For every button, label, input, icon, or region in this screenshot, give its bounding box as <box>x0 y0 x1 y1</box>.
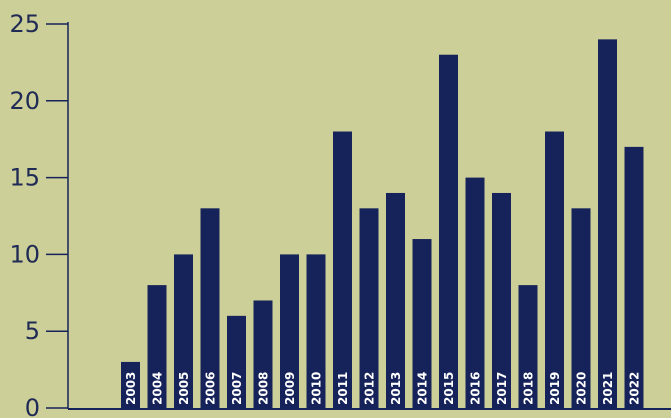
bar-2006 <box>200 208 220 408</box>
bar-label-2021: 2021 <box>601 372 615 405</box>
y-tick-label: 5 <box>25 317 40 345</box>
y-tick-label: 15 <box>9 164 40 192</box>
bars-group: 2003 2004 2005 2006 2007 2008 2009 2010 2011 2012… <box>121 39 644 409</box>
bar-label-2008: 2008 <box>257 372 271 405</box>
bar-2005 <box>174 254 193 408</box>
bar-2013 <box>386 192 405 408</box>
bar-2021 <box>598 39 617 409</box>
y-axis: 0 5 10 15 20 25 <box>9 10 69 418</box>
bar-label-2022: 2022 <box>628 372 642 405</box>
bar-2011 <box>333 131 352 408</box>
bar-2008 <box>253 300 273 408</box>
bar-2003 <box>121 361 140 408</box>
bar-2017 <box>492 192 511 408</box>
bar-label-2004: 2004 <box>151 372 165 405</box>
bar-2012 <box>359 208 379 408</box>
bar-2010 <box>306 254 326 408</box>
bar-2016 <box>465 177 485 408</box>
y-tick-label: 0 <box>25 394 40 418</box>
bar-2009 <box>280 254 299 408</box>
bar-label-2007: 2007 <box>230 372 244 405</box>
bar-2018 <box>518 285 538 408</box>
bar-2015 <box>439 54 458 408</box>
bar-label-2005: 2005 <box>177 372 191 405</box>
bar-label-2014: 2014 <box>416 372 430 405</box>
bar-label-2003: 2003 <box>124 372 138 405</box>
bar-2007 <box>227 315 246 408</box>
bar-2022 <box>624 146 644 408</box>
bar-2020 <box>571 208 591 408</box>
bar-label-2018: 2018 <box>522 372 536 405</box>
bar-label-2020: 2020 <box>575 372 589 405</box>
bar-2004 <box>147 285 167 408</box>
y-tick-label: 25 <box>9 10 40 38</box>
bar-2014 <box>412 239 432 408</box>
y-tick-label: 20 <box>9 87 40 115</box>
bar-2019 <box>545 131 564 408</box>
bar-label-2010: 2010 <box>310 372 324 405</box>
bar-label-2017: 2017 <box>495 372 509 405</box>
bar-label-2019: 2019 <box>548 372 562 405</box>
bar-label-2016: 2016 <box>469 372 483 405</box>
bar-label-2012: 2012 <box>363 372 377 405</box>
bar-label-2006: 2006 <box>204 372 218 405</box>
bar-label-2015: 2015 <box>442 372 456 405</box>
y-tick-label: 10 <box>9 240 40 268</box>
bar-label-2011: 2011 <box>336 372 350 405</box>
bar-label-2013: 2013 <box>389 372 403 405</box>
bar-label-2009: 2009 <box>283 372 297 405</box>
